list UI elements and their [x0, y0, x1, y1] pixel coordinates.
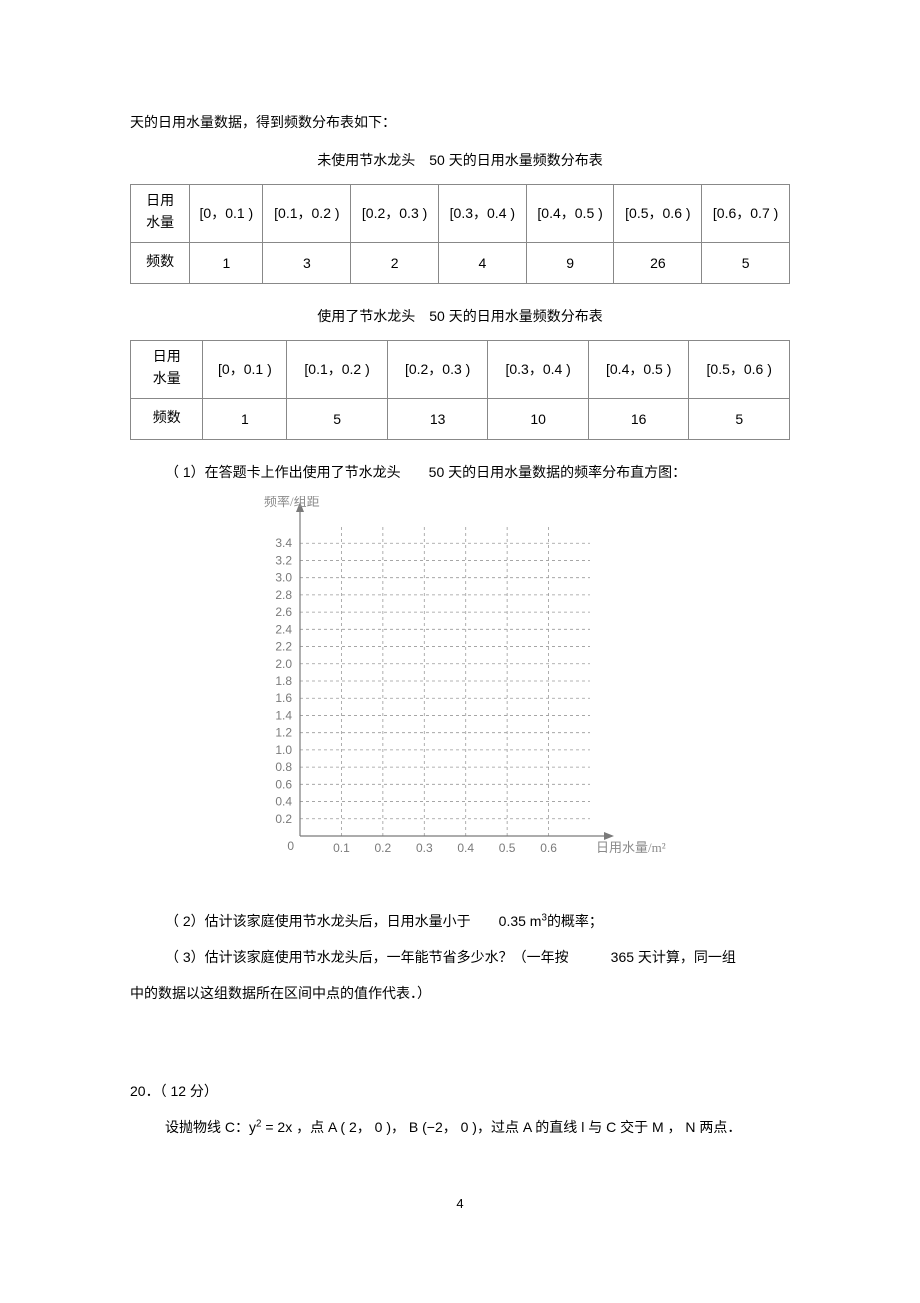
- svg-text:2.6: 2.6: [275, 605, 292, 619]
- svg-text:2.0: 2.0: [275, 656, 292, 670]
- table2-bin-3: [0.3，0.4 ): [488, 340, 589, 398]
- svg-text:2.4: 2.4: [275, 622, 292, 636]
- q20-body-a: 设抛物线 C：y: [165, 1119, 256, 1135]
- table1-caption: 未使用节水龙头 50 天的日用水量频数分布表: [130, 146, 790, 174]
- svg-text:0.6: 0.6: [275, 777, 292, 791]
- svg-text:0.3: 0.3: [416, 841, 433, 855]
- table1-bin-3: [0.3，0.4 ): [438, 185, 526, 243]
- table1: 日用水量 [0，0.1 ) [0.1，0.2 ) [0.2，0.3 ) [0.3…: [130, 184, 790, 284]
- svg-text:1.8: 1.8: [275, 674, 292, 688]
- question-20-body: 设抛物线 C：y2 = 2x ，点 A ( 2， 0 )， B (−2， 0 )…: [130, 1113, 790, 1141]
- table2-freq-1: 5: [287, 398, 388, 439]
- svg-text:0.8: 0.8: [275, 760, 292, 774]
- q20-body-b: = 2x ，点 A ( 2， 0 )， B (−2， 0 )，过点 A 的直线 …: [261, 1119, 741, 1135]
- svg-text:3.4: 3.4: [275, 536, 292, 550]
- table2-bin-0: [0，0.1 ): [203, 340, 287, 398]
- table1-rowhead-freq: 频数: [131, 242, 190, 283]
- q20-pts: （ 12 分）: [160, 1083, 218, 1099]
- svg-text:0.5: 0.5: [499, 841, 516, 855]
- table2-freq-3: 10: [488, 398, 589, 439]
- svg-text:0.2: 0.2: [275, 811, 292, 825]
- table2-freq-2: 13: [387, 398, 488, 439]
- table1-bin-2: [0.2，0.3 ): [351, 185, 439, 243]
- table1-freq-3: 4: [438, 242, 526, 283]
- table1-freq-6: 5: [702, 242, 790, 283]
- table2-caption: 使用了节水龙头 50 天的日用水量频数分布表: [130, 302, 790, 330]
- svg-text:0.2: 0.2: [375, 841, 392, 855]
- intro-line: 天的日用水量数据，得到频数分布表如下：: [130, 110, 790, 138]
- svg-text:0.4: 0.4: [457, 841, 474, 855]
- svg-text:0.1: 0.1: [333, 841, 350, 855]
- table2-bin-2: [0.2，0.3 ): [387, 340, 488, 398]
- table2-freq-0: 1: [203, 398, 287, 439]
- svg-text:1.6: 1.6: [275, 691, 292, 705]
- page-number: 4: [130, 1191, 790, 1217]
- table2-bin-4: [0.4，0.5 ): [588, 340, 689, 398]
- table2-freq-4: 16: [588, 398, 689, 439]
- table1-freq-5: 26: [614, 242, 702, 283]
- table-row: 频数 1 3 2 4 9 26 5: [131, 242, 790, 283]
- table1-bin-6: [0.6，0.7 ): [702, 185, 790, 243]
- table1-bin-4: [0.4，0.5 ): [526, 185, 614, 243]
- table2-freq-5: 5: [689, 398, 790, 439]
- table-row: 频数 1 5 13 10 16 5: [131, 398, 790, 439]
- table2: 日用水量 [0，0.1 ) [0.1，0.2 ) [0.2，0.3 ) [0.3…: [130, 340, 790, 440]
- question-3a: （ 3）估计该家庭使用节水龙头后，一年能节省多少水？（一年按 365 天计算，同…: [130, 943, 790, 971]
- svg-text:2.8: 2.8: [275, 587, 292, 601]
- svg-text:0: 0: [287, 839, 294, 853]
- question-2: （ 2）估计该家庭使用节水龙头后，日用水量小于 0.35 m3的概率；: [130, 907, 790, 935]
- q20-num: 20．: [130, 1083, 160, 1099]
- svg-text:0.6: 0.6: [540, 841, 557, 855]
- table1-bin-5: [0.5，0.6 ): [614, 185, 702, 243]
- svg-text:3.2: 3.2: [275, 553, 292, 567]
- svg-text:3.0: 3.0: [275, 570, 292, 584]
- question-20-header: 20．（ 12 分）: [130, 1077, 790, 1105]
- svg-text:1.0: 1.0: [275, 742, 292, 756]
- table1-bin-1: [0.1，0.2 ): [263, 185, 351, 243]
- table-row: 日用水量 [0，0.1 ) [0.1，0.2 ) [0.2，0.3 ) [0.3…: [131, 340, 790, 398]
- histogram-svg: 0.2 0.4 0.6 0.8 1.0 1.2 1.4 1.6 1.8 2.0 2.2 2.4 2.6 2…: [230, 496, 670, 876]
- table2-bin-5: [0.5，0.6 ): [689, 340, 790, 398]
- q2-text-b: 的概率；: [547, 913, 603, 929]
- svg-text:1.4: 1.4: [275, 708, 292, 722]
- svg-text:日用水量/m²: 日用水量/m²: [596, 840, 666, 855]
- svg-text:频率/组距: 频率/组距: [264, 496, 320, 509]
- table2-bin-1: [0.1，0.2 ): [287, 340, 388, 398]
- question-1: （ 1）在答题卡上作出使用了节水龙头 50 天的日用水量数据的频率分布直方图：: [130, 458, 790, 486]
- svg-text:2.2: 2.2: [275, 639, 292, 653]
- table-row: 日用水量 [0，0.1 ) [0.1，0.2 ) [0.2，0.3 ) [0.3…: [131, 185, 790, 243]
- table2-rowhead-usage: 日用水量: [131, 340, 203, 398]
- question-3b: 中的数据以这组数据所在区间中点的值作代表．）: [130, 979, 790, 1007]
- svg-text:1.2: 1.2: [275, 725, 292, 739]
- table2-rowhead-freq: 频数: [131, 398, 203, 439]
- table1-bin-0: [0，0.1 ): [190, 185, 263, 243]
- table1-freq-4: 9: [526, 242, 614, 283]
- svg-text:0.4: 0.4: [275, 794, 292, 808]
- table1-freq-1: 3: [263, 242, 351, 283]
- table1-freq-0: 1: [190, 242, 263, 283]
- histogram-grid: 0.2 0.4 0.6 0.8 1.0 1.2 1.4 1.6 1.8 2.0 2.2 2.4 2.6 2…: [230, 496, 670, 887]
- table1-freq-2: 2: [351, 242, 439, 283]
- q2-text-a: （ 2）估计该家庭使用节水龙头后，日用水量小于 0.35 m: [165, 913, 541, 929]
- table1-rowhead-usage: 日用水量: [131, 185, 190, 243]
